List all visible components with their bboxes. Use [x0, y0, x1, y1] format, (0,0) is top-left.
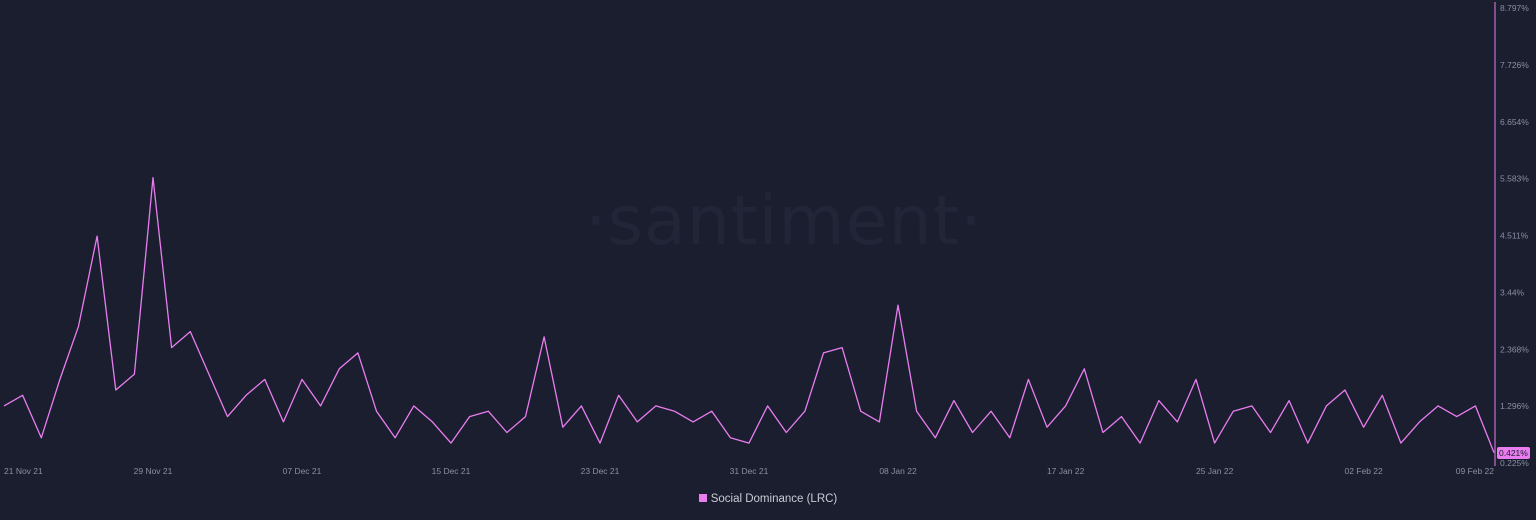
x-tick-label: 23 Dec 21 [581, 466, 620, 476]
x-axis-ticks: 21 Nov 21 29 Nov 21 07 Dec 21 15 Dec 21 23 D… [4, 466, 1494, 476]
chart-legend[interactable]: Social Dominance (LRC) [0, 493, 1536, 505]
x-tick-label: 08 Jan 22 [879, 466, 917, 476]
x-tick-label: 15 Dec 21 [432, 466, 471, 476]
y-tick-label: 1.296% [1500, 401, 1529, 411]
y-tick-label: 2.368% [1500, 344, 1529, 354]
x-tick-label: 21 Nov 21 [4, 466, 43, 476]
y-tick-label: 6.654% [1500, 117, 1529, 127]
legend-swatch [698, 494, 707, 502]
x-tick-label: 09 Feb 22 [1456, 466, 1495, 476]
y-tick-label: 8.797% [1500, 3, 1529, 13]
y-tick-label: 0.225% [1500, 458, 1529, 468]
series-line-social-dominance-lrc [3, 177, 1495, 453]
y-tick-label: 5.583% [1500, 174, 1529, 184]
x-tick-label: 02 Feb 22 [1344, 466, 1383, 476]
last-value-badge: 0.421% [1497, 447, 1530, 459]
y-tick-label: 7.726% [1500, 60, 1529, 70]
y-tick-label: 4.511% [1500, 231, 1529, 241]
legend-label: Social Dominance (LRC) [710, 493, 838, 505]
x-tick-label: 29 Nov 21 [134, 466, 173, 476]
x-tick-label: 25 Jan 22 [1196, 466, 1234, 476]
x-tick-label: 17 Jan 22 [1047, 466, 1085, 476]
x-tick-label: 31 Dec 21 [730, 466, 769, 476]
x-tick-label: 07 Dec 21 [283, 466, 322, 476]
y-axis-ticks: 0.225% 1.296% 2.368% 3.44% 4.511% 5.583% 6.654… [1500, 3, 1529, 468]
y-tick-label: 3.44% [1500, 287, 1525, 297]
